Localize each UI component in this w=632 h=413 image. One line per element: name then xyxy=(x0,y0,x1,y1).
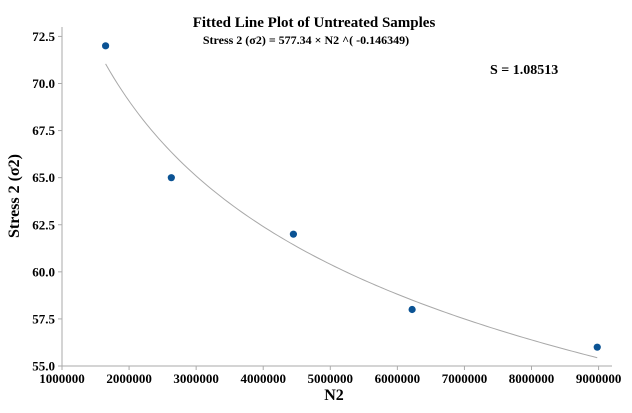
data-point xyxy=(593,343,601,351)
x-tick-label: 1000000 xyxy=(39,371,85,386)
x-tick-label: 3000000 xyxy=(173,371,219,386)
fit-s-annotation: S = 1.08513 xyxy=(490,63,558,78)
chart-equation: Stress 2 (σ2) = 577.34 × N2 ^( -0.146349… xyxy=(203,33,409,47)
y-tick-label: 67.5 xyxy=(32,123,55,138)
data-points xyxy=(101,42,601,351)
data-point xyxy=(101,42,110,50)
y-tick-label: 72.5 xyxy=(32,29,55,44)
y-tick-label: 57.5 xyxy=(32,311,55,326)
x-tick-label: 4000000 xyxy=(240,371,286,386)
x-tick-label: 9000000 xyxy=(576,371,622,386)
y-tick-label: 70.0 xyxy=(32,76,55,91)
data-point xyxy=(289,230,298,238)
x-tick-label: 7000000 xyxy=(442,371,488,386)
x-tick-label: 5000000 xyxy=(308,371,354,386)
chart-title: Fitted Line Plot of Untreated Samples xyxy=(193,15,436,31)
y-tick-label: 65.0 xyxy=(32,170,55,185)
y-tick-label: 60.0 xyxy=(32,264,55,279)
x-axis-ticks: 1000000 2000000 3000000 4000000 5000000 60000… xyxy=(39,366,621,386)
x-axis-label: N2 xyxy=(324,387,344,404)
x-tick-label: 6000000 xyxy=(375,371,421,386)
data-point xyxy=(408,305,416,314)
fitted-curve xyxy=(105,63,598,359)
y-tick-label: 62.5 xyxy=(32,217,55,232)
x-tick-label: 2000000 xyxy=(106,371,152,386)
y-axis-label: Stress 2 (σ2) xyxy=(6,154,23,238)
y-axis-ticks: 55.0 57.5 60.0 62.5 65.0 67.5 70.0 72.5 xyxy=(32,29,62,374)
data-point xyxy=(167,174,175,182)
y-tick-label: 55.0 xyxy=(32,359,55,374)
x-tick-label: 8000000 xyxy=(509,371,555,386)
